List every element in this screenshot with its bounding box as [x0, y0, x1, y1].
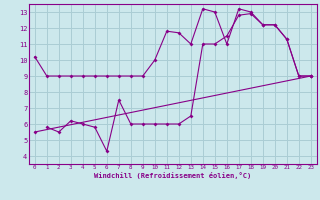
X-axis label: Windchill (Refroidissement éolien,°C): Windchill (Refroidissement éolien,°C) — [94, 172, 252, 179]
